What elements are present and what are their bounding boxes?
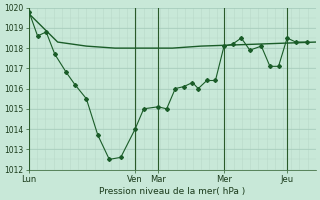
X-axis label: Pression niveau de la mer( hPa ): Pression niveau de la mer( hPa ) xyxy=(99,187,245,196)
